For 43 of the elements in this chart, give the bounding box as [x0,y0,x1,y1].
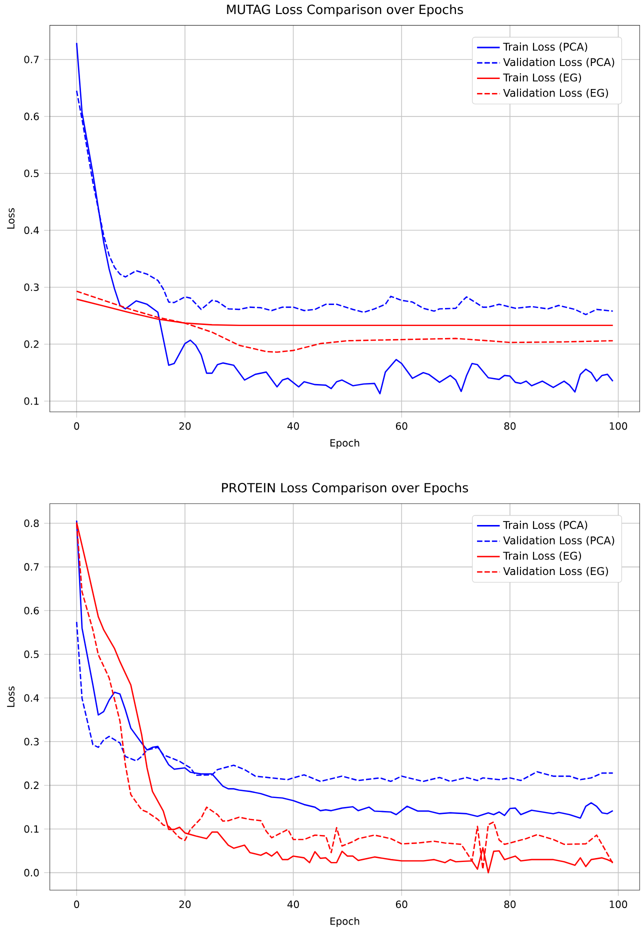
y-tick-label: 0.6 [24,112,39,120]
x-tick-label: 20 [180,422,191,430]
y-tick-label: 0.1 [24,825,39,833]
legend-label: Train Loss (EG) [503,552,582,561]
y-tick-label: 0.3 [24,738,39,746]
chart-title: PROTEIN Loss Comparison over Epochs [222,482,468,495]
x-tick-label: 100 [610,422,628,430]
legend-label: Validation Loss (PCA) [503,536,614,546]
y-tick-label: 0.5 [24,650,39,658]
x-tick-label: 0 [74,900,80,908]
y-tick-label: 0.8 [24,519,39,528]
x-tick-label: 40 [288,900,300,908]
y-tick-label: 0.1 [24,397,39,405]
legend-label: Train Loss (EG) [503,73,582,83]
y-tick-label: 0.3 [24,283,39,291]
chart-title: MUTAG Loss Comparison over Epochs [227,4,464,17]
x-axis-title: Epoch [330,917,360,927]
line-series [76,42,614,394]
x-tick-label: 0 [74,422,80,430]
y-tick-label: 0.6 [24,606,39,614]
x-tick-label: 100 [610,900,628,908]
y-axis-title: Loss [7,208,15,229]
legend-label: Train Loss (PCA) [503,42,588,52]
x-tick-label: 40 [288,422,300,430]
y-axis-title: Loss [7,686,15,707]
x-tick-label: 80 [504,422,516,430]
x-tick-label: 60 [396,900,408,908]
y-tick-label: 0.2 [24,340,39,348]
legend-label: Train Loss (PCA) [503,520,588,530]
y-tick-label: 0.5 [24,170,39,178]
legend-label: Validation Loss (EG) [503,88,608,98]
x-tick-label: 60 [396,422,408,430]
x-tick-label: 80 [504,900,516,908]
y-tick-label: 0.7 [24,56,39,64]
y-tick-label: 0.0 [24,868,39,876]
legend-label: Validation Loss (PCA) [503,58,614,68]
y-tick-label: 0.4 [24,694,40,702]
y-tick-label: 0.2 [24,782,39,790]
x-tick-label: 20 [180,900,191,908]
x-axis-title: Epoch [330,438,360,449]
legend-label: Validation Loss (EG) [503,566,608,576]
y-tick-label: 0.7 [24,563,39,571]
y-tick-label: 0.4 [24,226,40,234]
